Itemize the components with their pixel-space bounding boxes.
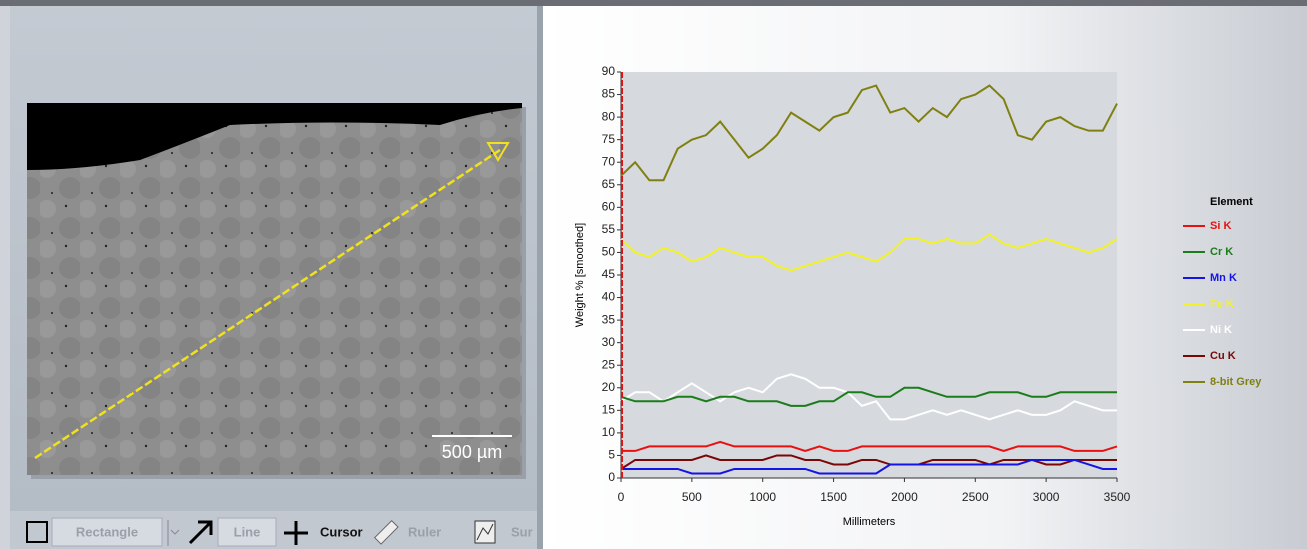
y-tick-label: 25 xyxy=(602,357,616,371)
y-tick-label: 70 xyxy=(602,154,616,168)
surface-icon[interactable] xyxy=(475,521,495,543)
y-tick-label: 45 xyxy=(602,267,616,281)
y-tick-label: 85 xyxy=(602,87,616,101)
legend-title: Element xyxy=(1210,196,1253,208)
y-tick-label: 80 xyxy=(602,109,616,123)
y-tick-label: 0 xyxy=(608,470,615,484)
y-tick-label: 60 xyxy=(602,200,616,214)
y-tick-label: 50 xyxy=(602,245,616,259)
legend-label: 8-bit Grey xyxy=(1210,376,1262,388)
y-tick-label: 10 xyxy=(602,425,616,439)
y-tick-label: 75 xyxy=(602,132,616,146)
tool-label[interactable]: Sur xyxy=(511,524,533,539)
app-window: 500 µm Rectangle Line Cursor Ruler Sur 0… xyxy=(0,0,1307,549)
y-tick-label: 5 xyxy=(608,448,615,462)
y-tick-label: 35 xyxy=(602,312,616,326)
top-border xyxy=(0,0,1307,6)
y-tick-label: 90 xyxy=(602,64,616,78)
y-tick-label: 40 xyxy=(602,290,616,304)
x-tick-label: 2000 xyxy=(891,490,918,504)
legend-label: Fe K xyxy=(1210,298,1234,310)
y-tick-label: 30 xyxy=(602,335,616,349)
plot-area xyxy=(621,72,1117,478)
toolbar: Rectangle Line Cursor Ruler Sur xyxy=(10,511,537,549)
y-tick-label: 20 xyxy=(602,380,616,394)
x-tick-label: 3000 xyxy=(1033,490,1060,504)
x-axis-label: Millimeters xyxy=(843,516,896,528)
y-tick-label: 15 xyxy=(602,403,616,417)
x-tick-label: 1000 xyxy=(749,490,776,504)
y-axis-label: Weight % [smoothed] xyxy=(574,223,586,327)
x-tick-label: 1500 xyxy=(820,490,847,504)
y-tick-label: 55 xyxy=(602,222,616,236)
splitter[interactable] xyxy=(537,6,543,549)
legend-label: Cr K xyxy=(1210,246,1233,258)
legend-label: Cu K xyxy=(1210,350,1236,362)
legend-label: Si K xyxy=(1210,220,1231,232)
x-tick-label: 3500 xyxy=(1104,490,1131,504)
x-tick-label: 500 xyxy=(682,490,702,504)
x-tick-label: 2500 xyxy=(962,490,989,504)
legend-label: Mn K xyxy=(1210,272,1237,284)
x-tick-label: 0 xyxy=(618,490,625,504)
tool-label[interactable]: Cursor xyxy=(320,524,363,539)
sem-image: 500 µm xyxy=(27,103,526,479)
tool-label[interactable]: Ruler xyxy=(408,524,441,539)
tool-label[interactable]: Line xyxy=(234,524,261,539)
tool-label[interactable]: Rectangle xyxy=(76,524,138,539)
y-tick-label: 65 xyxy=(602,177,616,191)
scale-bar-label: 500 µm xyxy=(442,442,502,462)
legend-label: Ni K xyxy=(1210,324,1232,336)
